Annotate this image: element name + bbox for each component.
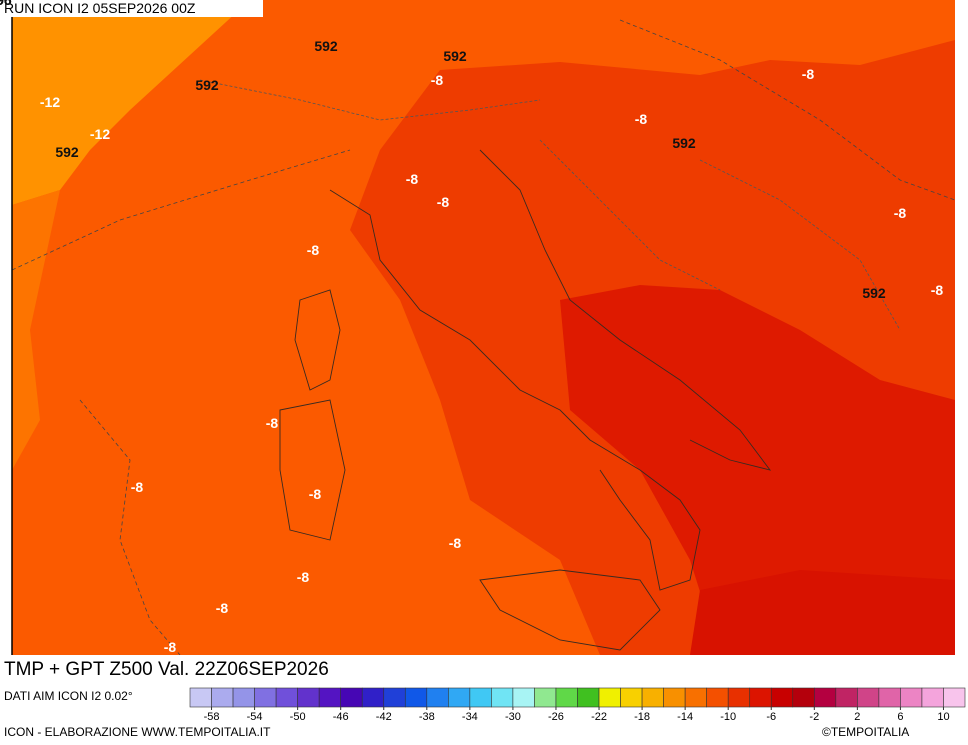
contour-label: -8 xyxy=(449,535,462,551)
color-box xyxy=(641,687,664,708)
contour-label: 592 xyxy=(314,38,338,54)
color-box xyxy=(770,687,794,708)
color-box xyxy=(900,687,923,708)
color-box xyxy=(275,687,298,708)
contour-label: -8 xyxy=(131,479,144,495)
source: DATI AIM ICON I2 0.02° xyxy=(4,689,133,703)
contour-label: -8 xyxy=(802,66,815,82)
color-box xyxy=(792,687,815,708)
color-box xyxy=(383,687,406,708)
tick-label: -58 xyxy=(204,711,220,723)
contour-label: -8 xyxy=(931,282,944,298)
color-box xyxy=(598,687,621,708)
color-box xyxy=(340,687,363,708)
color-box xyxy=(577,687,600,708)
color-box xyxy=(426,687,449,708)
contour-label: -8 xyxy=(635,111,648,127)
color-box xyxy=(448,687,471,708)
tick-label: -14 xyxy=(677,711,693,723)
color-box xyxy=(555,687,578,708)
color-box xyxy=(749,687,772,708)
contour-label: -8 xyxy=(309,486,322,502)
contour-label: -8 xyxy=(431,72,444,88)
color-box xyxy=(878,687,901,708)
warm-area xyxy=(12,190,60,470)
color-box xyxy=(211,687,234,708)
deep-red-area xyxy=(690,570,955,655)
color-box xyxy=(318,687,341,708)
color-box xyxy=(469,687,492,708)
color-box xyxy=(404,687,428,708)
color-box xyxy=(534,687,557,708)
color-box xyxy=(297,687,320,708)
contour-label: 592 xyxy=(195,77,219,93)
color-box xyxy=(491,687,514,708)
color-box xyxy=(512,687,535,708)
contour-label: 592 xyxy=(443,48,467,64)
contour-label: -8 xyxy=(437,194,450,210)
color-box xyxy=(921,687,944,708)
warm-area xyxy=(12,0,250,205)
tick-label: -10 xyxy=(720,711,736,723)
contour-label: -12 xyxy=(40,94,60,110)
color-box xyxy=(620,687,643,708)
color-box xyxy=(663,687,686,708)
color-box xyxy=(361,687,385,708)
run-label: RUN ICON I2 05SEP2026 00Z xyxy=(4,0,196,16)
copyright: ©TEMPOITALIA xyxy=(822,725,909,739)
border xyxy=(199,79,901,331)
contour-label: 596 xyxy=(0,0,12,8)
contour-label: -8 xyxy=(297,569,310,585)
coastline xyxy=(329,149,772,591)
color-box xyxy=(727,687,751,708)
contour-label: -8 xyxy=(894,205,907,221)
run-box xyxy=(0,0,263,17)
tick-label: 6 xyxy=(897,711,903,723)
contour-label: 592 xyxy=(55,144,79,160)
isohypse xyxy=(11,19,956,656)
tick-label: -18 xyxy=(634,711,650,723)
tick-label: -26 xyxy=(548,711,564,723)
color-box xyxy=(857,687,880,708)
contour-label: 592 xyxy=(672,135,696,151)
tick-label: -34 xyxy=(462,711,478,723)
contour-label: 596 xyxy=(0,0,12,8)
contour-label: -8 xyxy=(266,415,279,431)
color-box xyxy=(254,687,277,708)
contour-label: -8 xyxy=(406,171,419,187)
color-box xyxy=(835,687,858,708)
tick-label: -54 xyxy=(247,711,263,723)
contour-label: -12 xyxy=(90,126,110,142)
color-box xyxy=(814,687,837,708)
tick-label: -42 xyxy=(376,711,392,723)
color-box xyxy=(706,687,729,708)
tick-label: -50 xyxy=(290,711,306,723)
contour-label: -8 xyxy=(307,242,320,258)
contour-label: -8 xyxy=(164,639,177,655)
color-box xyxy=(684,687,707,708)
map xyxy=(11,0,956,656)
credit: ICON - ELABORAZIONE WWW.TEMPOITALIA.IT xyxy=(4,725,271,739)
tick-label: 10 xyxy=(937,711,949,723)
tick-label: -2 xyxy=(809,711,819,723)
valid-title: TMP + GPT Z500 Val. 22Z06SEP2026 xyxy=(4,659,329,680)
color-box xyxy=(232,687,255,708)
deep-red-area xyxy=(560,285,955,655)
tick-label: -38 xyxy=(419,711,435,723)
tick-label: -46 xyxy=(333,711,349,723)
tick-label: 2 xyxy=(854,711,860,723)
tick-label: -30 xyxy=(505,711,521,723)
tick-label: -6 xyxy=(766,711,776,723)
color-box xyxy=(943,687,966,708)
contour-label: 592 xyxy=(862,285,886,301)
island xyxy=(279,289,661,651)
contour-label: -8 xyxy=(216,600,229,616)
title-box xyxy=(0,655,413,683)
tick-label: -22 xyxy=(591,711,607,723)
color-box xyxy=(189,687,212,708)
